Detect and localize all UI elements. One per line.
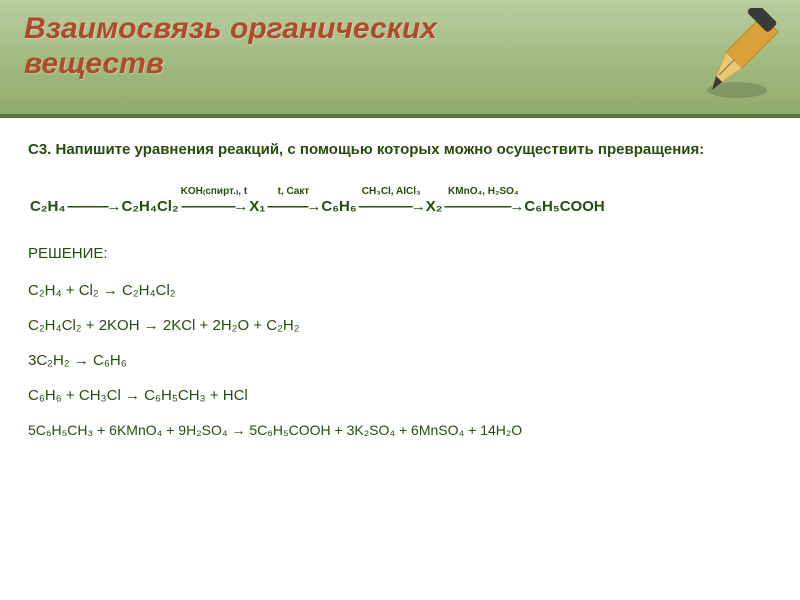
chain-arrow-seg: KMnO₄, H₂SO₄ —————→ xyxy=(444,186,522,215)
header-band: Взаимосвязь органических веществ xyxy=(0,0,800,118)
equation: 5C₆H₅CH₃ + 6KMnO₄ + 9H₂SO₄ → 5C₆H₅COOH +… xyxy=(28,422,772,438)
equation: C₆H₆ + CH₃Cl → C₆H₅CH₃ + HCl xyxy=(28,387,772,404)
fountain-pen-icon xyxy=(692,8,782,108)
arrow-icon: ———→ xyxy=(67,198,119,215)
reaction-chain: C₂H₄ ———→ C₂H₄Cl₂ KOH₍спирт.₎, t ————→ X… xyxy=(28,186,772,215)
chain-node: C₆H₆ xyxy=(319,198,358,215)
page-title: Взаимосвязь органических веществ xyxy=(24,12,776,81)
chain-node: X₂ xyxy=(424,198,445,215)
chain-arrow-seg: CH₃Cl, AlCl₃ ————→ xyxy=(359,186,424,215)
chain-arrow-seg: ———→ xyxy=(67,197,119,215)
chain-node: C₂H₄Cl₂ xyxy=(119,198,180,215)
arrow-icon: ———→ xyxy=(267,198,319,215)
equation: C₂H₄Cl₂ + 2KOH → 2KCl + 2H₂O + C₂H₂ xyxy=(28,317,772,334)
solution-label: РЕШЕНИЕ: xyxy=(28,245,772,262)
content-area: С3. Напишите уравнения реакций, с помощь… xyxy=(0,118,800,466)
title-line-1: Взаимосвязь органических xyxy=(24,12,437,45)
chain-node: C₂H₄ xyxy=(28,198,67,215)
arrow-icon: ————→ xyxy=(359,198,424,215)
chain-arrow-seg: KOH₍спирт.₎, t ————→ xyxy=(181,186,248,215)
chain-condition: KMnO₄, H₂SO₄ xyxy=(448,186,519,197)
chain-condition: CH₃Cl, AlCl₃ xyxy=(362,186,421,197)
chain-arrow-seg: t, Cакт ———→ xyxy=(267,186,319,215)
arrow-icon: ————→ xyxy=(181,198,246,215)
equation: C₂H₄ + Cl₂ → C₂H₄Cl₂ xyxy=(28,282,772,299)
equation: 3C₂H₂ → C₆H₆ xyxy=(28,352,772,369)
chain-condition: t, Cакт xyxy=(278,186,310,197)
title-line-2: веществ xyxy=(24,47,164,80)
task-prompt: С3. Напишите уравнения реакций, с помощь… xyxy=(28,140,772,160)
chain-condition: KOH₍спирт.₎, t xyxy=(181,186,248,197)
arrow-icon: —————→ xyxy=(444,198,522,215)
chain-node: C₆H₅COOH xyxy=(522,198,606,215)
chain-node: X₁ xyxy=(247,198,267,215)
